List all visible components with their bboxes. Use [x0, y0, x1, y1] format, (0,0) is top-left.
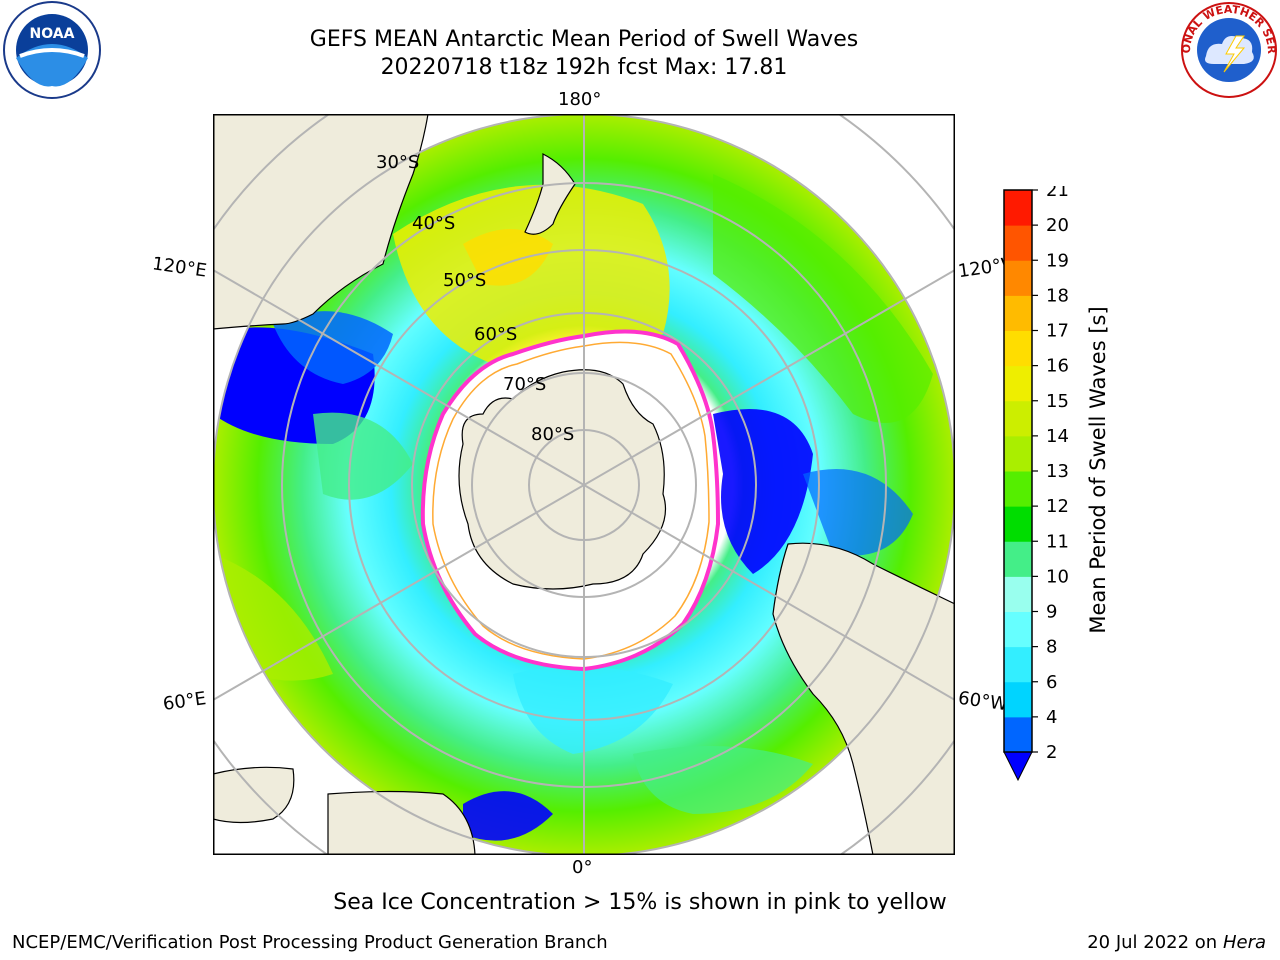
lat-label-50s: 50°S [443, 270, 487, 291]
polar-map [213, 114, 955, 855]
nws-logo-icon: NATIONAL WEATHER SERVICE [1178, 0, 1278, 98]
colorbar-tick-label: 20 [1046, 215, 1069, 236]
colorbar-cell [1004, 435, 1032, 472]
chart-title: GEFS MEAN Antarctic Mean Period of Swell… [309, 27, 859, 52]
footer-date: 20 Jul 2022 on Hera [1087, 932, 1266, 953]
colorbar-cell [1004, 225, 1032, 261]
lon-label-0: 0° [572, 857, 593, 878]
colorbar-label: Mean Period of Swell Waves [s] [1086, 306, 1110, 634]
colorbar-tick-label: 19 [1046, 250, 1069, 271]
colorbar-cell [1004, 611, 1032, 648]
colorbar-tick-label: 12 [1046, 496, 1069, 517]
colorbar-tick-label: 4 [1046, 707, 1057, 728]
colorbar-cell [1004, 716, 1032, 753]
colorbar-ticks: 2 4 6 8 9 10 11 12 13 14 15 16 17 18 19 20 21 [1032, 186, 1069, 763]
colorbar-cell [1004, 295, 1032, 331]
colorbar-cell [1004, 190, 1032, 226]
colorbar-cell [1004, 506, 1032, 542]
noaa-logo-icon: NOAA [3, 1, 101, 99]
colorbar-tick-label: 21 [1046, 186, 1069, 201]
footer-host: Hera [1222, 932, 1266, 953]
colorbar-tick-label: 14 [1046, 426, 1069, 447]
lon-label-120e: 120°E [150, 253, 208, 282]
colorbar-tick-label: 6 [1046, 672, 1057, 693]
colorbar-tick-label: 2 [1046, 742, 1057, 763]
colorbar-cell [1004, 646, 1032, 683]
colorbar-tick-label: 15 [1046, 391, 1069, 412]
swell-regions [213, 174, 933, 841]
colorbar-cell [1004, 330, 1032, 367]
lat-label-60s: 60°S [474, 324, 518, 345]
colorbar-cell [1004, 260, 1032, 296]
antarctica [458, 369, 667, 590]
colorbar-cell [1004, 400, 1032, 437]
colorbar-tick-label: 9 [1046, 602, 1057, 623]
colorbar-extend-arrow [1003, 751, 1033, 782]
footer-date-text: 20 Jul 2022 on [1087, 932, 1223, 953]
colorbar-cells [1003, 189, 1033, 782]
lon-label-60e: 60°E [161, 688, 208, 715]
colorbar-tick-label: 10 [1046, 566, 1069, 587]
colorbar-tick-label: 18 [1046, 285, 1069, 306]
new-zealand-land [524, 153, 576, 235]
colorbar-cell [1004, 541, 1032, 577]
colorbar-cell [1004, 576, 1032, 612]
colorbar-cell [1004, 681, 1032, 718]
colorbar: 2 4 6 8 9 10 11 12 13 14 15 16 17 18 19 20 21 [1003, 186, 1069, 782]
madagascar-land [213, 766, 295, 824]
lon-label-180: 180° [558, 89, 602, 110]
colorbar-tick-label: 17 [1046, 321, 1069, 342]
map-frame [213, 114, 955, 855]
colorbar-tick-label: 13 [1046, 461, 1069, 482]
colorbar-tick-label: 11 [1046, 531, 1069, 552]
colorbar-cell [1004, 471, 1032, 507]
sea-ice-note: Sea Ice Concentration > 15% is shown in … [333, 890, 947, 915]
graticule [213, 114, 955, 855]
lat-label-80s: 80°S [531, 424, 575, 445]
colorbar-cell [1004, 365, 1032, 402]
colorbar-tick-label: 16 [1046, 356, 1069, 377]
africa-land [327, 790, 476, 855]
lat-label-30s: 30°S [376, 152, 420, 173]
footer-credit: NCEP/EMC/Verification Post Processing Pr… [12, 932, 608, 953]
lat-label-70s: 70°S [503, 374, 547, 395]
colorbar-tick-label: 8 [1046, 637, 1057, 658]
australia-land [213, 114, 429, 330]
noaa-logo-text: NOAA [30, 26, 75, 42]
lat-label-40s: 40°S [412, 213, 456, 234]
chart-subtitle: 20220718 t18z 192h fcst Max: 17.81 [380, 55, 788, 80]
